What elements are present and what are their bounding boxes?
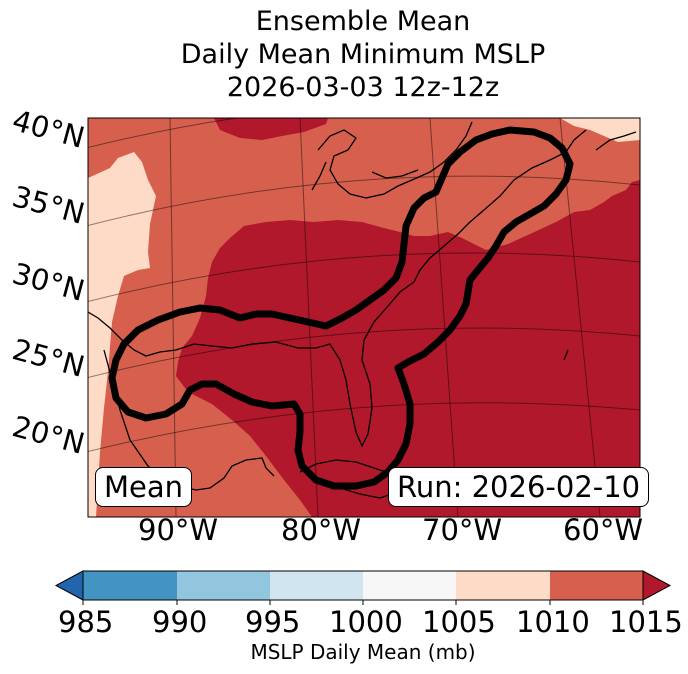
pressure-field-1005-west [88, 152, 156, 517]
colorbar-ticks [82, 600, 644, 605]
run-date-box: Run: 2026-02-10 [388, 467, 650, 507]
colorbar-extend-high [642, 570, 672, 601]
title-line-1: Ensemble Mean [255, 6, 471, 37]
cbar-tick-1015: 1015 [609, 605, 683, 639]
lon-label-70w: 70°W [422, 513, 503, 547]
colorbar-segment-985 [83, 571, 177, 600]
cbar-tick-995: 995 [245, 605, 301, 639]
title-line-3: 2026-03-03 12z-12z [226, 72, 500, 103]
pressure-field-1015-north [214, 118, 328, 140]
cbar-tick-1000: 1000 [329, 605, 403, 639]
colorbar-segment-995 [270, 571, 363, 600]
lon-label-80w: 80°W [281, 513, 362, 547]
cbar-tick-990: 990 [152, 605, 208, 639]
colorbar-segment-1000 [363, 571, 456, 600]
title-line-2: Daily Mean Minimum MSLP [180, 39, 546, 70]
colorbar-label: MSLP Daily Mean (mb) [250, 640, 476, 664]
lon-label-60w: 60°W [563, 513, 644, 547]
lon-label-90w: 90°W [138, 513, 219, 547]
mean-label-box: Mean [95, 467, 193, 507]
colorbar-segment-1005 [456, 571, 550, 600]
cbar-tick-1010: 1010 [516, 605, 590, 639]
pressure-field-1015-main [176, 180, 640, 517]
colorbar-segment-990 [177, 571, 270, 600]
colorbar-segment-1010 [550, 571, 643, 600]
map-frame [87, 117, 641, 518]
cbar-tick-985: 985 [58, 605, 114, 639]
pressure-field-1005-ne [560, 118, 640, 142]
cbar-tick-1005: 1005 [422, 605, 496, 639]
colorbar-extend-low [54, 570, 84, 601]
ensemble-contour [108, 126, 574, 490]
